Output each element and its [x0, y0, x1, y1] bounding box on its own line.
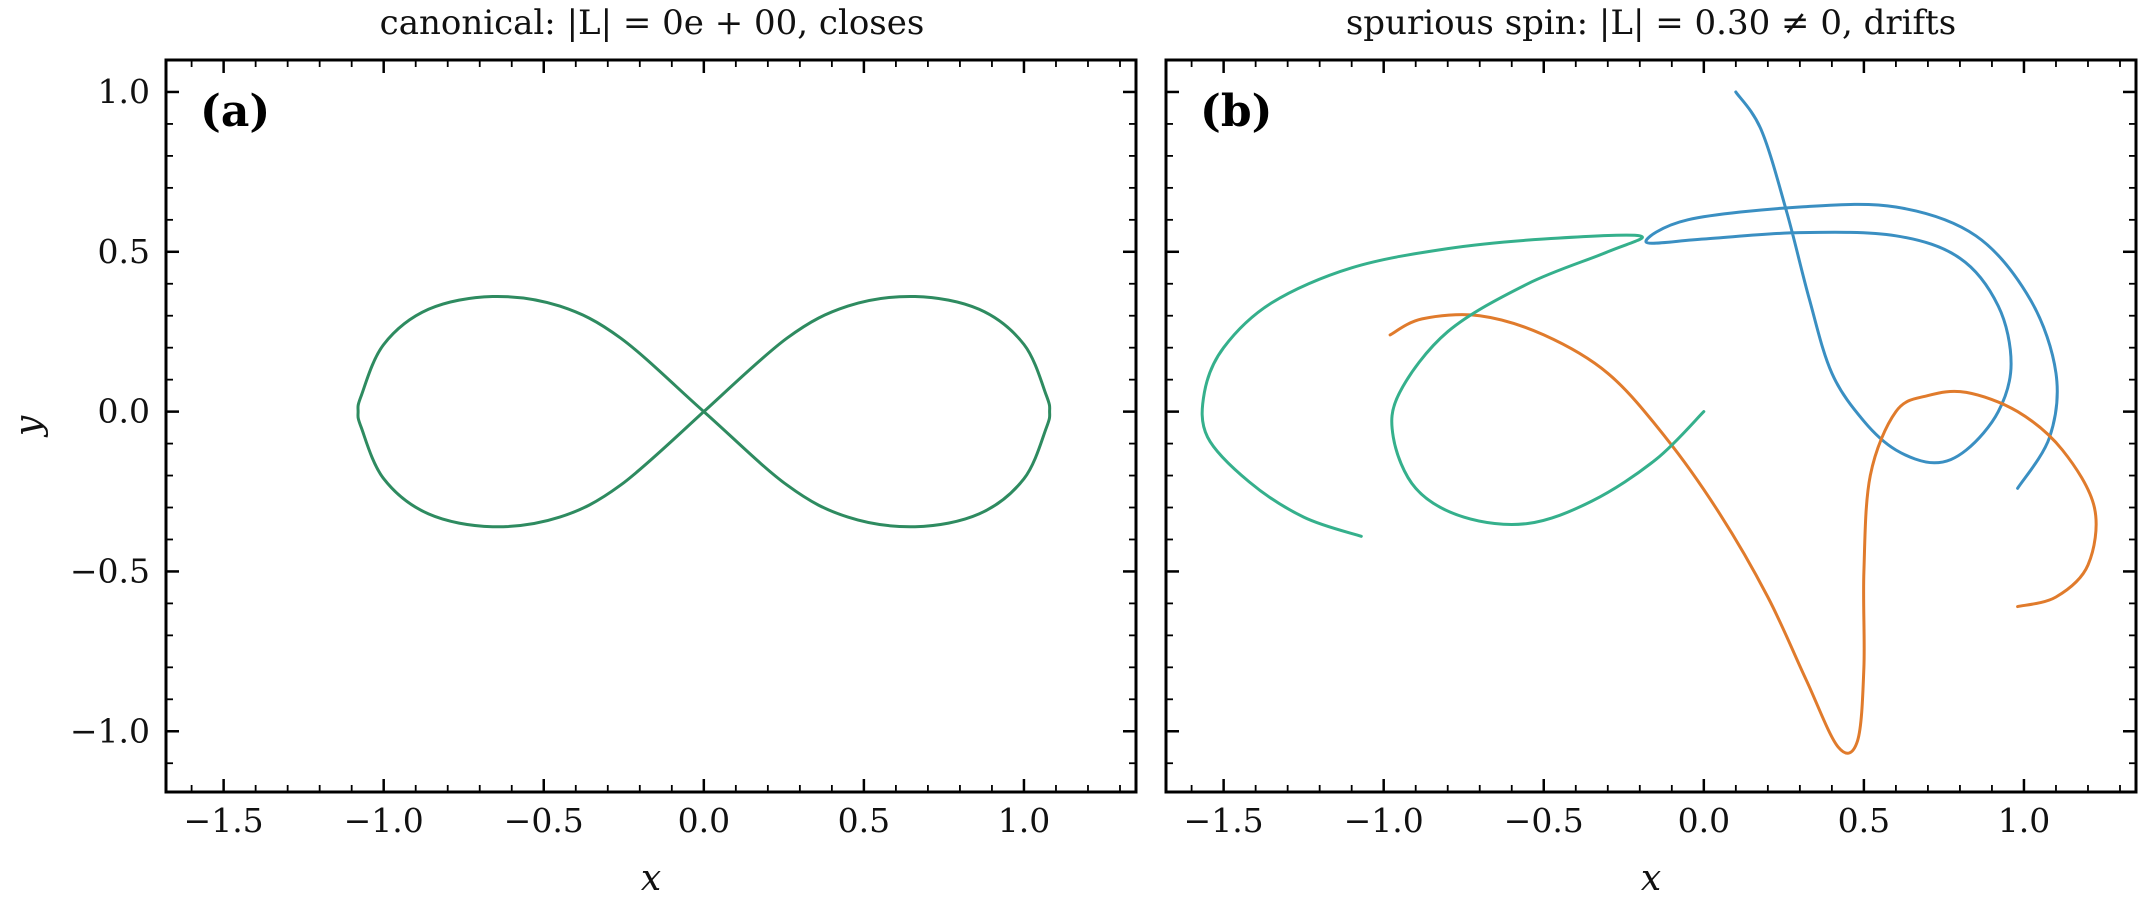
panel-a-ticks: −1.5 −1.0 −0.5 0.0 0.5 1.0 1.0 0.5 0.0 −0.5 −1.0 — [70, 59, 1136, 840]
x-tick-label: −0.5 — [1504, 801, 1584, 840]
panel-a-label: (a) — [200, 86, 270, 137]
panel-b-series-1-line — [1644, 90, 2059, 490]
x-tick-label: −1.0 — [344, 801, 424, 840]
y-tick-label: 1.0 — [98, 72, 150, 111]
panel-a-plot-area — [356, 294, 1052, 529]
x-tick-label: 0.0 — [678, 801, 730, 840]
x-tick-label: −1.5 — [1184, 801, 1264, 840]
panel-a-frame — [164, 58, 1138, 794]
panel-b: spurious spin: |L| = 0.30 ≠ 0, drifts −1… — [1164, 3, 2138, 899]
x-tick-label: −1.0 — [1344, 801, 1424, 840]
panel-b-series-2-line — [1388, 313, 2098, 755]
x-tick-label: 1.0 — [998, 801, 1050, 840]
y-tick-label: −1.0 — [70, 711, 150, 750]
panel-b-title: spurious spin: |L| = 0.30 ≠ 0, drifts — [1346, 3, 1956, 43]
x-tick-label: −0.5 — [504, 801, 584, 840]
y-tick-label: 0.5 — [98, 232, 150, 271]
panel-a: canonical: |L| = 0e + 00, closes −1.5 −1.… — [8, 3, 1138, 899]
panel-b-plot-area — [1200, 90, 2098, 755]
panel-b-ticks: −1.5 −1.0 −0.5 0.0 0.5 1.0 — [1166, 59, 2136, 840]
x-tick-label: 0.5 — [1838, 801, 1890, 840]
panel-b-label: (b) — [1200, 86, 1272, 137]
panel-a-ylabel: y — [8, 415, 49, 438]
y-tick-label: −0.5 — [70, 551, 150, 590]
panel-b-frame — [1164, 58, 2138, 794]
x-tick-label: 0.0 — [1678, 801, 1730, 840]
panel-a-xlabel: x — [641, 858, 661, 899]
x-tick-label: −1.5 — [184, 801, 264, 840]
panel-a-title: canonical: |L| = 0e + 00, closes — [380, 3, 925, 43]
y-tick-label: 0.0 — [98, 392, 150, 431]
panel-b-series-3-line — [1200, 233, 1706, 538]
x-tick-label: 1.0 — [1998, 801, 2050, 840]
panel-a-series-1-line — [356, 294, 1052, 529]
x-tick-label: 0.5 — [838, 801, 890, 840]
panel-b-xlabel: x — [1641, 858, 1661, 899]
